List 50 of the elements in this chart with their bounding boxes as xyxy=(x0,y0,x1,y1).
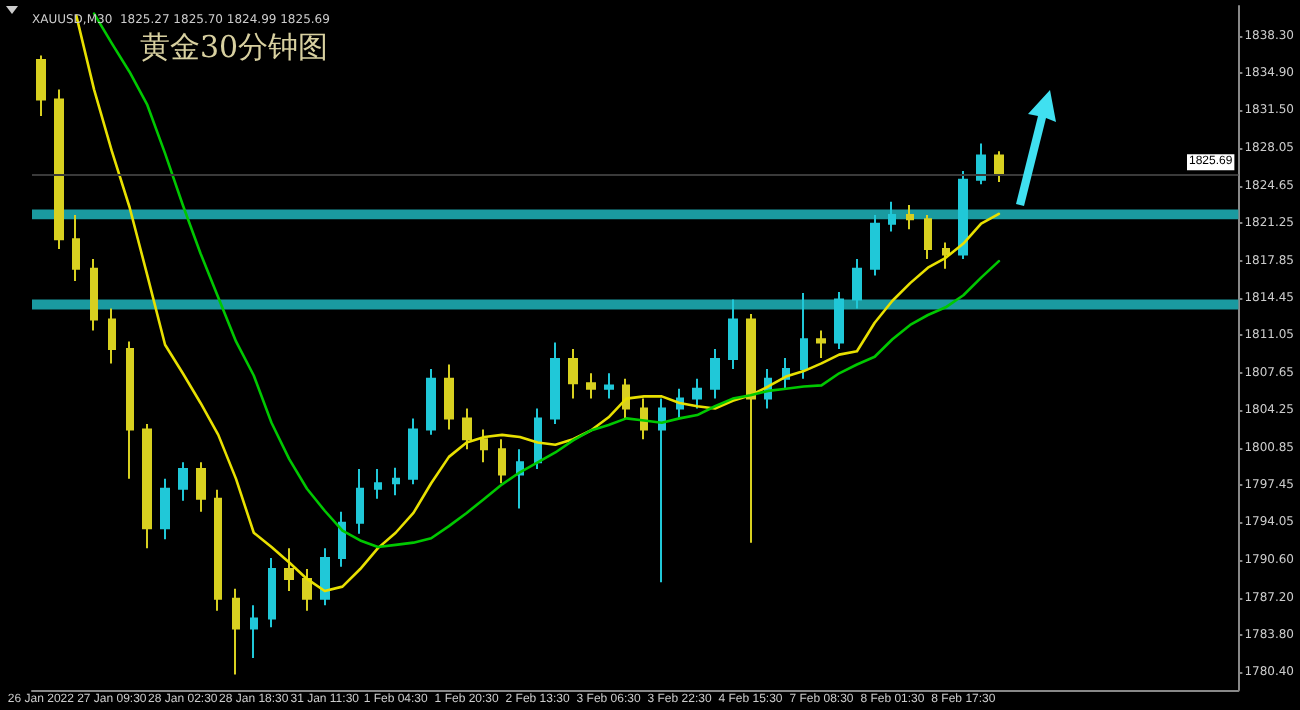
candlestick xyxy=(604,372,614,400)
candlestick xyxy=(834,290,844,351)
candlestick xyxy=(142,422,152,550)
candlestick xyxy=(658,397,666,584)
candlestick xyxy=(54,88,64,251)
text: 黄金30分钟图 xyxy=(140,29,329,65)
candlestick xyxy=(178,461,188,502)
candlestick xyxy=(462,407,472,451)
candlestick xyxy=(568,348,578,400)
candlestick xyxy=(728,298,738,370)
candlestick xyxy=(444,363,454,431)
candlestick xyxy=(374,467,382,500)
candlestick xyxy=(302,568,312,612)
candlestick xyxy=(942,241,950,270)
candlestick xyxy=(108,307,116,365)
candlestick xyxy=(800,292,808,380)
candlestick xyxy=(906,204,914,231)
candlestick xyxy=(214,488,222,612)
candlestick xyxy=(90,257,98,332)
candlestick xyxy=(480,428,488,464)
candlestick xyxy=(924,213,932,260)
candlestick xyxy=(586,372,596,400)
candlestick xyxy=(746,312,756,544)
candlestick xyxy=(232,587,240,676)
candlestick xyxy=(888,200,896,233)
candlestick xyxy=(870,213,880,277)
candlestick xyxy=(852,257,862,310)
candlestick xyxy=(72,213,80,282)
candlestick xyxy=(816,329,826,359)
candlestick xyxy=(692,377,702,410)
candlestick xyxy=(534,407,542,470)
candlestick xyxy=(710,348,720,400)
candlestick xyxy=(196,461,206,513)
candlestick xyxy=(250,604,258,660)
candlestick xyxy=(338,510,346,568)
candlestick xyxy=(36,54,46,117)
candlestick xyxy=(408,417,418,486)
candlestick xyxy=(392,466,400,497)
candlestick xyxy=(284,547,294,593)
candlestick xyxy=(976,142,986,186)
candlestick xyxy=(356,467,364,535)
candlestick xyxy=(126,340,134,480)
candlestick xyxy=(994,150,1004,183)
candlestick xyxy=(160,477,170,541)
candlestick xyxy=(498,438,506,485)
candlestick xyxy=(550,341,560,425)
candlestick xyxy=(958,169,968,260)
candlestick xyxy=(320,547,330,607)
candlestick xyxy=(268,557,276,629)
candlestick xyxy=(426,367,436,436)
